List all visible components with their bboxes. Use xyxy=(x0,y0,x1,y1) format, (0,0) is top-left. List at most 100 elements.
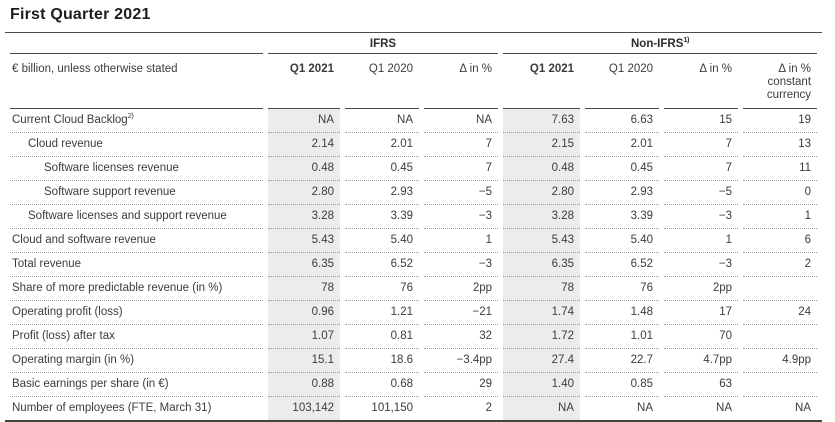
cell-value: 1 xyxy=(664,229,739,253)
row-label: Current Cloud Backlog2) xyxy=(10,109,263,133)
row-label: Operating margin (in %) xyxy=(10,349,263,373)
table-row: Operating margin (in %) 15.1 18.6 −3.4pp 27.… xyxy=(10,349,818,373)
table-body: Current Cloud Backlog2) NA NA NA 7.63 6.63 15 1… xyxy=(10,109,818,420)
cell-value: 29 xyxy=(424,373,499,397)
table-row: Number of employees (FTE, March 31) 103,1… xyxy=(10,397,817,420)
cell-value: 1 xyxy=(743,205,818,229)
group-header-ifrs-label: IFRS xyxy=(369,38,397,50)
cell-value: 1.74 xyxy=(503,301,581,325)
cell-value: 6.63 xyxy=(585,109,660,133)
cell-value: NA xyxy=(716,402,733,414)
cell-value: 2pp xyxy=(424,277,499,301)
cell-value: 5.40 xyxy=(345,229,419,253)
cell-value: 2.15 xyxy=(503,133,581,157)
footnote-ref: 2) xyxy=(127,111,134,121)
table-row: Share of more predictable revenue (in %)… xyxy=(10,277,818,301)
table-row: Total revenue 6.35 6.52 −3 6.35 6.52 −3 2 xyxy=(10,253,818,277)
cell-value: −5 xyxy=(664,181,739,205)
cell-value: 6.52 xyxy=(585,253,660,277)
row-label: Software licenses and support revenue xyxy=(10,205,263,229)
cell-value: 27.4 xyxy=(503,349,581,373)
cell-value: 63 xyxy=(664,373,739,397)
page-title: First Quarter 2021 xyxy=(10,6,151,23)
column-header-non-ifrs-q1-2020: Q1 2020 xyxy=(585,54,660,109)
cell-value: NA xyxy=(345,109,419,133)
table-row: Basic earnings per share (in €) 0.88 0.68 2… xyxy=(10,373,818,397)
cell-value: NA xyxy=(424,109,499,133)
cell-value: 3.39 xyxy=(345,205,419,229)
cell-value: 1.07 xyxy=(268,325,340,349)
cell-value: 101,150 xyxy=(371,402,413,414)
row-label: Cloud revenue xyxy=(10,133,263,157)
cell-value: 2.93 xyxy=(585,181,660,205)
cell-value: 2 xyxy=(743,253,818,277)
cell-value: 2.01 xyxy=(345,133,419,157)
cell-value: 2pp xyxy=(664,277,739,301)
cell-value: 7 xyxy=(664,157,739,181)
cell-value: 2.93 xyxy=(345,181,419,205)
cell-value: 3.28 xyxy=(503,205,581,229)
cell-value: 1.48 xyxy=(585,301,660,325)
cell-value: 5.40 xyxy=(585,229,660,253)
cell-value: −3 xyxy=(424,205,499,229)
cell-value: −3 xyxy=(424,253,499,277)
cell-value: 15.1 xyxy=(268,349,340,373)
cell-value: 70 xyxy=(664,325,739,349)
row-label: Cloud and software revenue xyxy=(10,229,263,253)
cell-value: 19 xyxy=(743,109,818,133)
cell-value: 5.43 xyxy=(268,229,340,253)
cell-value: 2.80 xyxy=(503,181,581,205)
row-label: Software licenses revenue xyxy=(10,157,263,181)
row-label: Number of employees (FTE, March 31) xyxy=(12,402,212,414)
cell-value xyxy=(743,325,818,349)
cell-value: 103,142 xyxy=(268,397,340,420)
cell-value: 78 xyxy=(268,277,340,301)
unit-label: € billion, unless otherwise stated xyxy=(10,54,263,109)
group-header-row: IFRS Non-IFRS1) xyxy=(10,33,818,54)
row-label: Share of more predictable revenue (in %) xyxy=(10,277,263,301)
cell-value: 0.45 xyxy=(345,157,419,181)
cell-value: 76 xyxy=(345,277,419,301)
cell-value: 1 xyxy=(424,229,499,253)
financial-results-table: IFRS Non-IFRS1) € billion, unless otherw… xyxy=(5,32,823,422)
cell-value: 3.28 xyxy=(268,205,340,229)
cell-value: 0.96 xyxy=(268,301,340,325)
cell-value: 0.85 xyxy=(585,373,660,397)
column-header-ifrs-delta: Δ in % xyxy=(424,54,499,109)
cell-value: NA xyxy=(503,397,581,420)
cell-value: −3.4pp xyxy=(424,349,499,373)
cell-value: 78 xyxy=(503,277,581,301)
cell-value: 4.7pp xyxy=(664,349,739,373)
cell-value: 1.40 xyxy=(503,373,581,397)
column-header-non-ifrs-delta: Δ in % xyxy=(664,54,739,109)
cell-value: 7 xyxy=(664,133,739,157)
cell-value: 1.01 xyxy=(585,325,660,349)
row-label: Total revenue xyxy=(10,253,263,277)
cell-value: 15 xyxy=(664,109,739,133)
row-label: Basic earnings per share (in €) xyxy=(10,373,263,397)
table-row: Software licenses revenue 0.48 0.45 7 0.48 0.… xyxy=(10,157,818,181)
cell-value: 0.48 xyxy=(268,157,340,181)
cell-value: 32 xyxy=(424,325,499,349)
cell-value: 7 xyxy=(424,157,499,181)
cell-value: NA xyxy=(795,402,812,414)
cell-value: 0 xyxy=(743,181,818,205)
group-header-non-ifrs-label: Non-IFRS xyxy=(631,38,684,50)
cell-value: 2.14 xyxy=(268,133,340,157)
cell-value: 24 xyxy=(743,301,818,325)
column-header-non-ifrs-q1-2021: Q1 2021 xyxy=(503,54,581,109)
table-row: Profit (loss) after tax 1.07 0.81 32 1.72 1.0… xyxy=(10,325,818,349)
cell-value: 4.9pp xyxy=(743,349,818,373)
cell-value: 0.48 xyxy=(503,157,581,181)
cell-value: 2.80 xyxy=(268,181,340,205)
group-header-non-ifrs: Non-IFRS1) xyxy=(503,33,818,54)
row-label: Operating profit (loss) xyxy=(10,301,263,325)
table-row: Cloud revenue 2.14 2.01 7 2.15 2.01 7 13 xyxy=(10,133,818,157)
table-row: Software licenses and support revenue 3.2… xyxy=(10,205,818,229)
cell-value: 2.01 xyxy=(585,133,660,157)
footnote-ref: 1) xyxy=(683,35,690,45)
row-label: Profit (loss) after tax xyxy=(10,325,263,349)
cell-value: 3.39 xyxy=(585,205,660,229)
cell-value: 18.6 xyxy=(345,349,419,373)
